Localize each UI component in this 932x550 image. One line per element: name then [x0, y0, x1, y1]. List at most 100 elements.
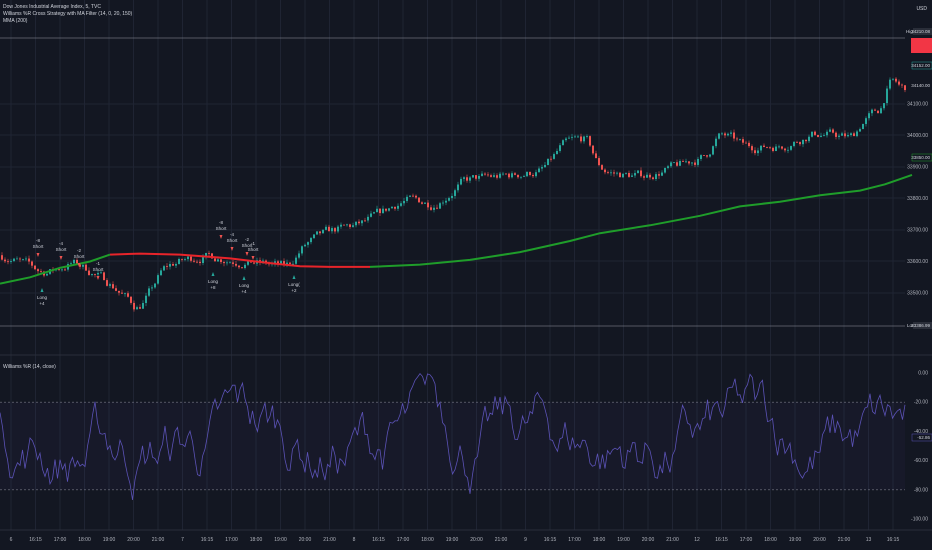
- candle-up: [583, 136, 585, 142]
- currency-label[interactable]: USD: [916, 6, 927, 12]
- price-tick: 33900.00: [907, 165, 928, 171]
- short-arrow-icon: [219, 235, 223, 239]
- candle-down: [139, 307, 141, 309]
- candle-up: [862, 123, 864, 130]
- candle-up: [838, 135, 840, 137]
- candle-up: [778, 146, 780, 148]
- signal-qty: -8: [36, 238, 40, 243]
- osc-tick: -40.00: [914, 429, 928, 435]
- candle-up: [148, 288, 150, 296]
- candle-up: [886, 88, 888, 104]
- candle-down: [364, 220, 366, 222]
- candle-up: [82, 264, 84, 267]
- ma-title[interactable]: MMA (200): [3, 18, 28, 24]
- candle-up: [154, 283, 156, 288]
- time-tick: 16:15: [544, 537, 557, 543]
- candle-down: [682, 161, 684, 162]
- candle-down: [619, 172, 621, 178]
- candle-up: [691, 162, 693, 164]
- candle-up: [493, 175, 495, 177]
- candle-down: [358, 221, 360, 224]
- candle-up: [217, 259, 219, 262]
- candle-up: [136, 307, 138, 310]
- candle-down: [64, 269, 66, 271]
- price-tick: 33500.00: [907, 291, 928, 297]
- ma-value: 33850.00: [911, 155, 930, 160]
- candle-down: [784, 148, 786, 151]
- candle-down: [490, 175, 492, 177]
- candle-down: [37, 269, 39, 272]
- candle-down: [121, 292, 123, 294]
- signal-label: Short: [74, 254, 86, 259]
- candle-down: [343, 224, 345, 226]
- candle-up: [397, 205, 399, 209]
- candle-up: [169, 264, 171, 267]
- candle-down: [130, 296, 132, 303]
- short-arrow-icon: [77, 263, 81, 267]
- time-tick: 12: [694, 537, 700, 543]
- candle-up: [400, 203, 402, 206]
- signal-qty: -4: [230, 232, 234, 237]
- oscillator-axis[interactable]: 0.00 -20.00 -40.00 -60.00 -80.00 -100.00 -52.8…: [911, 371, 932, 523]
- candle-down: [781, 146, 783, 149]
- time-tick: 8: [353, 537, 356, 543]
- candle-up: [856, 131, 858, 137]
- candlestick-series: [1, 77, 906, 312]
- candle-up: [892, 78, 894, 80]
- short-arrow-icon: [245, 252, 249, 256]
- candle-up: [616, 172, 618, 174]
- time-tick: 18:00: [421, 537, 434, 543]
- signal-qty: +4: [241, 289, 247, 294]
- symbol-title[interactable]: Dow Jones Industrial Average Index, 5, T…: [3, 4, 101, 10]
- signal-qty: -2: [77, 248, 81, 253]
- candle-down: [112, 284, 114, 289]
- candle-up: [712, 146, 714, 155]
- candle-up: [646, 174, 648, 178]
- candle-up: [847, 135, 849, 137]
- candle-up: [865, 118, 867, 124]
- signal-label: Short: [56, 247, 68, 252]
- strategy-title[interactable]: Williams %R Cross Strategy with MA Filte…: [3, 11, 133, 17]
- candle-down: [904, 85, 906, 91]
- candle-up: [667, 166, 669, 168]
- short-arrow-icon: [59, 256, 63, 260]
- candle-up: [826, 131, 828, 136]
- candle-down: [895, 78, 897, 82]
- candle-up: [871, 109, 873, 114]
- time-tick: 19:00: [274, 537, 287, 543]
- candle-up: [286, 262, 288, 265]
- time-tick: 16:15: [715, 537, 728, 543]
- candle-down: [706, 155, 708, 157]
- candle-up: [655, 174, 657, 180]
- time-axis[interactable]: 6 16:15 17:00 18:00 19:00 20:00 21:00 7 16:15 17:…: [10, 537, 900, 543]
- oscillator-title[interactable]: Williams %R (14, close): [3, 364, 56, 370]
- candle-up: [709, 154, 711, 157]
- candle-down: [601, 165, 603, 170]
- candle-up: [511, 173, 513, 178]
- candle-up: [145, 295, 147, 304]
- candle-down: [349, 224, 351, 227]
- high-value: 34210.08: [911, 29, 930, 34]
- candle-up: [73, 259, 75, 264]
- grid-lines: [0, 0, 905, 530]
- candle-up: [631, 175, 633, 177]
- candle-down: [508, 173, 510, 178]
- candle-up: [355, 221, 357, 226]
- candle-up: [337, 226, 339, 232]
- signal-label: Long: [239, 283, 250, 288]
- price-axis[interactable]: 34100.00 34000.00 33900.00 33800.00 33700.00…: [906, 28, 932, 329]
- candle-up: [457, 184, 459, 191]
- candle-up: [478, 175, 480, 179]
- candle-up: [448, 198, 450, 201]
- candle-up: [859, 129, 861, 132]
- signal-label: Short: [227, 238, 239, 243]
- candle-up: [442, 202, 444, 204]
- candle-up: [100, 272, 102, 274]
- candle-up: [730, 132, 732, 134]
- candle-down: [550, 158, 552, 160]
- candle-up: [388, 208, 390, 211]
- candle-down: [238, 265, 240, 268]
- signal-qty: +8: [210, 285, 216, 290]
- candle-up: [376, 208, 378, 213]
